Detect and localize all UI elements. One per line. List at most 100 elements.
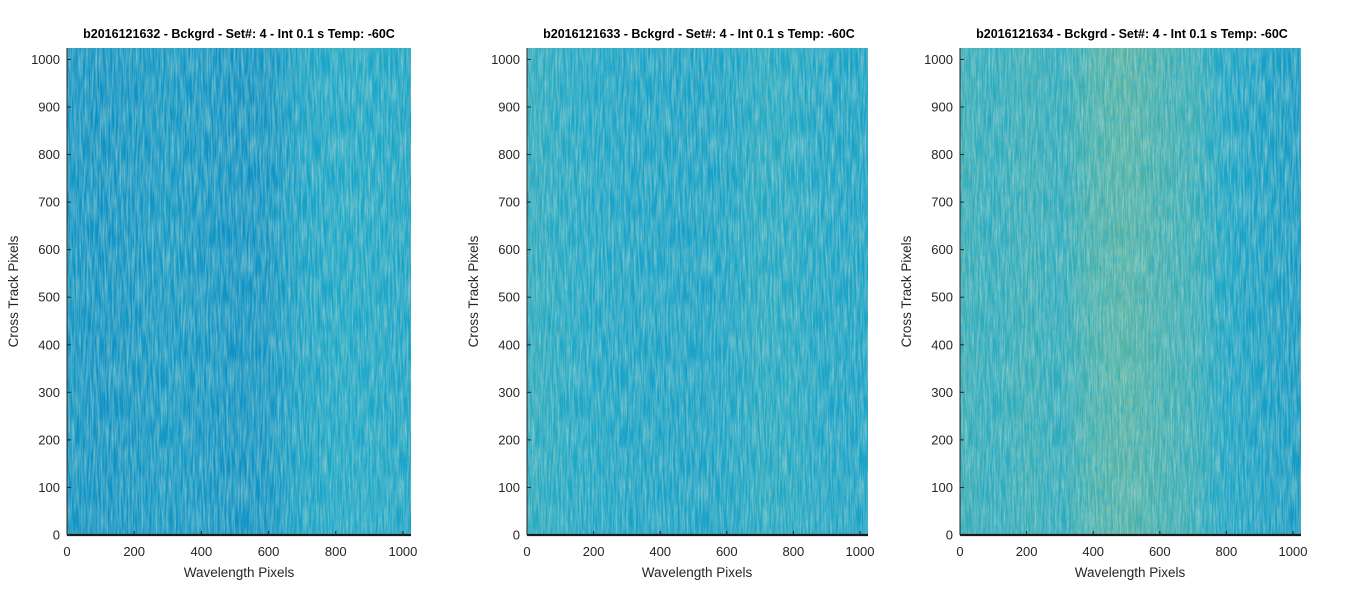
y-ticks-2: 0 100 200 300 400 500 600 700 800 900 10… [491, 52, 531, 543]
svg-text:800: 800 [1216, 544, 1238, 559]
y-tick-2-10: 1000 [491, 52, 531, 67]
x-tick-3-3: 600 [1149, 531, 1171, 559]
svg-text:1000: 1000 [846, 544, 875, 559]
x-tick-1-4: 800 [325, 531, 347, 559]
x-tick-2-1: 200 [583, 531, 605, 559]
svg-text:900: 900 [931, 99, 953, 114]
y-tick-1-10: 1000 [31, 52, 71, 67]
svg-text:400: 400 [191, 544, 213, 559]
svg-text:1000: 1000 [491, 52, 520, 67]
y-tick-2-2: 200 [498, 432, 531, 447]
x-tick-3-4: 800 [1216, 531, 1238, 559]
svg-text:500: 500 [931, 290, 953, 305]
svg-text:500: 500 [498, 290, 520, 305]
heatmap-specks-3 [960, 48, 1301, 535]
svg-text:200: 200 [583, 544, 605, 559]
x-tick-1-1: 200 [123, 531, 145, 559]
svg-text:600: 600 [258, 544, 280, 559]
svg-text:100: 100 [931, 480, 953, 495]
svg-text:600: 600 [716, 544, 738, 559]
svg-text:1000: 1000 [31, 52, 60, 67]
x-ticks-1: 0 200 400 600 800 1000 [63, 531, 417, 559]
y-tick-1-9: 900 [38, 99, 71, 114]
svg-text:400: 400 [649, 544, 671, 559]
svg-text:900: 900 [38, 99, 60, 114]
svg-text:700: 700 [931, 195, 953, 210]
heatmap-specks-1 [67, 48, 411, 535]
svg-text:0: 0 [63, 544, 70, 559]
x-axis-label-2: Wavelength Pixels [642, 565, 753, 580]
y-tick-3-0: 0 [946, 528, 964, 543]
svg-text:0: 0 [513, 528, 520, 543]
y-tick-3-3: 300 [931, 385, 964, 400]
x-tick-3-0: 0 [956, 531, 964, 559]
y-tick-2-5: 500 [498, 290, 531, 305]
svg-text:700: 700 [498, 195, 520, 210]
plot-panel-3: b2016121634 - Bckgrd - Set#: 4 - Int 0.1… [899, 27, 1307, 580]
x-tick-3-1: 200 [1016, 531, 1038, 559]
svg-text:600: 600 [931, 242, 953, 257]
x-ticks-2: 0 200 400 600 800 1000 [523, 531, 874, 559]
y-ticks-3: 0 100 200 300 400 500 600 700 800 900 10… [924, 52, 964, 543]
svg-text:100: 100 [498, 480, 520, 495]
svg-text:400: 400 [38, 337, 60, 352]
plot-title-3: b2016121634 - Bckgrd - Set#: 4 - Int 0.1… [976, 27, 1288, 41]
plot-panel-2: b2016121633 - Bckgrd - Set#: 4 - Int 0.1… [466, 27, 874, 580]
x-tick-3-5: 1000 [1279, 531, 1308, 559]
y-tick-3-4: 400 [931, 337, 964, 352]
svg-text:0: 0 [523, 544, 530, 559]
y-tick-1-7: 700 [38, 195, 71, 210]
plot-title-1: b2016121632 - Bckgrd - Set#: 4 - Int 0.1… [83, 27, 395, 41]
y-axis-label-1: Cross Track Pixels [6, 235, 21, 347]
y-tick-1-5: 500 [38, 290, 71, 305]
y-tick-2-4: 400 [498, 337, 531, 352]
svg-text:900: 900 [498, 99, 520, 114]
y-tick-2-1: 100 [498, 480, 531, 495]
svg-text:400: 400 [498, 337, 520, 352]
y-tick-1-6: 600 [38, 242, 71, 257]
svg-text:200: 200 [931, 432, 953, 447]
svg-text:500: 500 [38, 290, 60, 305]
svg-text:100: 100 [38, 480, 60, 495]
x-ticks-3: 0 200 400 600 800 1000 [956, 531, 1307, 559]
x-tick-1-5: 1000 [388, 531, 417, 559]
x-tick-2-4: 800 [783, 531, 804, 559]
svg-text:0: 0 [53, 528, 60, 543]
svg-text:800: 800 [498, 147, 520, 162]
svg-text:800: 800 [38, 147, 60, 162]
y-tick-1-1: 100 [38, 480, 71, 495]
y-tick-3-9: 900 [931, 99, 964, 114]
y-tick-1-0: 0 [53, 528, 71, 543]
svg-text:200: 200 [498, 432, 520, 447]
y-tick-3-6: 600 [931, 242, 964, 257]
plot-panel-1: b2016121632 - Bckgrd - Set#: 4 - Int 0.1… [6, 27, 417, 580]
svg-text:1000: 1000 [388, 544, 417, 559]
svg-text:800: 800 [931, 147, 953, 162]
svg-text:200: 200 [1016, 544, 1038, 559]
svg-text:200: 200 [123, 544, 145, 559]
svg-text:300: 300 [931, 385, 953, 400]
x-axis-label-1: Wavelength Pixels [184, 565, 295, 580]
y-tick-2-8: 800 [498, 147, 531, 162]
x-tick-2-0: 0 [523, 531, 531, 559]
x-tick-2-5: 1000 [846, 531, 875, 559]
svg-text:200: 200 [38, 432, 60, 447]
x-tick-3-2: 400 [1082, 531, 1104, 559]
svg-text:800: 800 [325, 544, 347, 559]
plot-title-2: b2016121633 - Bckgrd - Set#: 4 - Int 0.1… [543, 27, 855, 41]
y-tick-2-3: 300 [498, 385, 531, 400]
svg-text:0: 0 [956, 544, 963, 559]
y-tick-2-7: 700 [498, 195, 531, 210]
heatmap-2 [527, 48, 868, 535]
svg-text:400: 400 [1082, 544, 1104, 559]
svg-text:1000: 1000 [1279, 544, 1308, 559]
y-axis-label-2: Cross Track Pixels [466, 235, 481, 347]
svg-text:400: 400 [931, 337, 953, 352]
y-tick-2-6: 600 [498, 242, 531, 257]
heatmap-1 [67, 48, 411, 535]
x-tick-1-3: 600 [258, 531, 280, 559]
y-tick-3-2: 200 [931, 432, 964, 447]
y-tick-2-0: 0 [513, 528, 531, 543]
y-axis-label-3: Cross Track Pixels [899, 235, 914, 347]
svg-text:1000: 1000 [924, 52, 953, 67]
